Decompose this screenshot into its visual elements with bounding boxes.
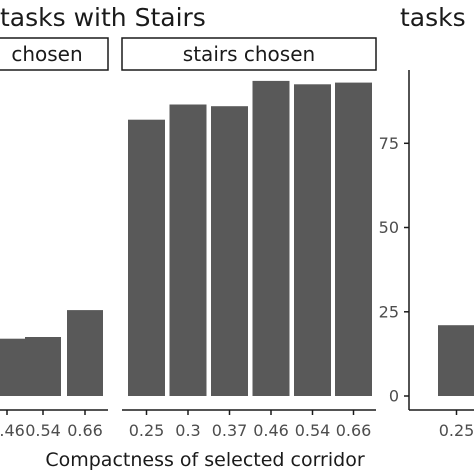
x-tick-label-stairs-chosen-0.54: 0.54	[295, 421, 331, 440]
x-tick-label-chosen-0.54: 0.54	[25, 421, 61, 440]
x-tick-label-stairs-chosen-0.66: 0.66	[336, 421, 372, 440]
x-tick-label-chosen-0.66: 0.66	[67, 421, 103, 440]
x-tick-label-chosen-0.46: 0.46	[0, 421, 25, 440]
bar-chosen-0.66	[67, 310, 103, 396]
y-tick-label-25: 25	[379, 302, 399, 321]
strip-label-chosen: chosen	[11, 42, 82, 66]
bar-stairs-chosen-0.54	[294, 84, 331, 397]
bar-stairs-chosen-0.25	[128, 119, 165, 396]
x-tick-label-stairs-chosen-0.25: 0.25	[129, 421, 165, 440]
x-axis-title: Compactness of selected corridor	[45, 449, 364, 471]
y-tick-label-50: 50	[379, 218, 399, 237]
strip-label-stairs-chosen: stairs chosen	[183, 42, 315, 66]
chart-title-left: tasks with Stairs	[0, 3, 206, 32]
bar-stairs-chosen-0.3	[169, 104, 207, 396]
bar-chosen-0.46	[0, 338, 25, 396]
x-tick-label-right-0.25: 0.25	[439, 421, 474, 440]
x-tick-label-stairs-chosen-0.37: 0.37	[212, 421, 248, 440]
chart-title-right: tasks	[400, 3, 466, 32]
bar-stairs-chosen-0.66	[335, 82, 372, 396]
bar-chosen-0.54	[25, 337, 61, 396]
x-tick-label-stairs-chosen-0.3: 0.3	[175, 421, 200, 440]
strip-box-stairs-chosen	[121, 37, 377, 71]
bar-right-0.25	[438, 325, 474, 396]
strip-box-chosen	[0, 37, 109, 71]
x-tick-label-stairs-chosen-0.46: 0.46	[253, 421, 289, 440]
y-tick-label-0: 0	[389, 387, 399, 406]
y-tick-label-75: 75	[379, 134, 399, 153]
bar-stairs-chosen-0.37	[211, 106, 248, 396]
bar-stairs-chosen-0.46	[252, 80, 290, 397]
